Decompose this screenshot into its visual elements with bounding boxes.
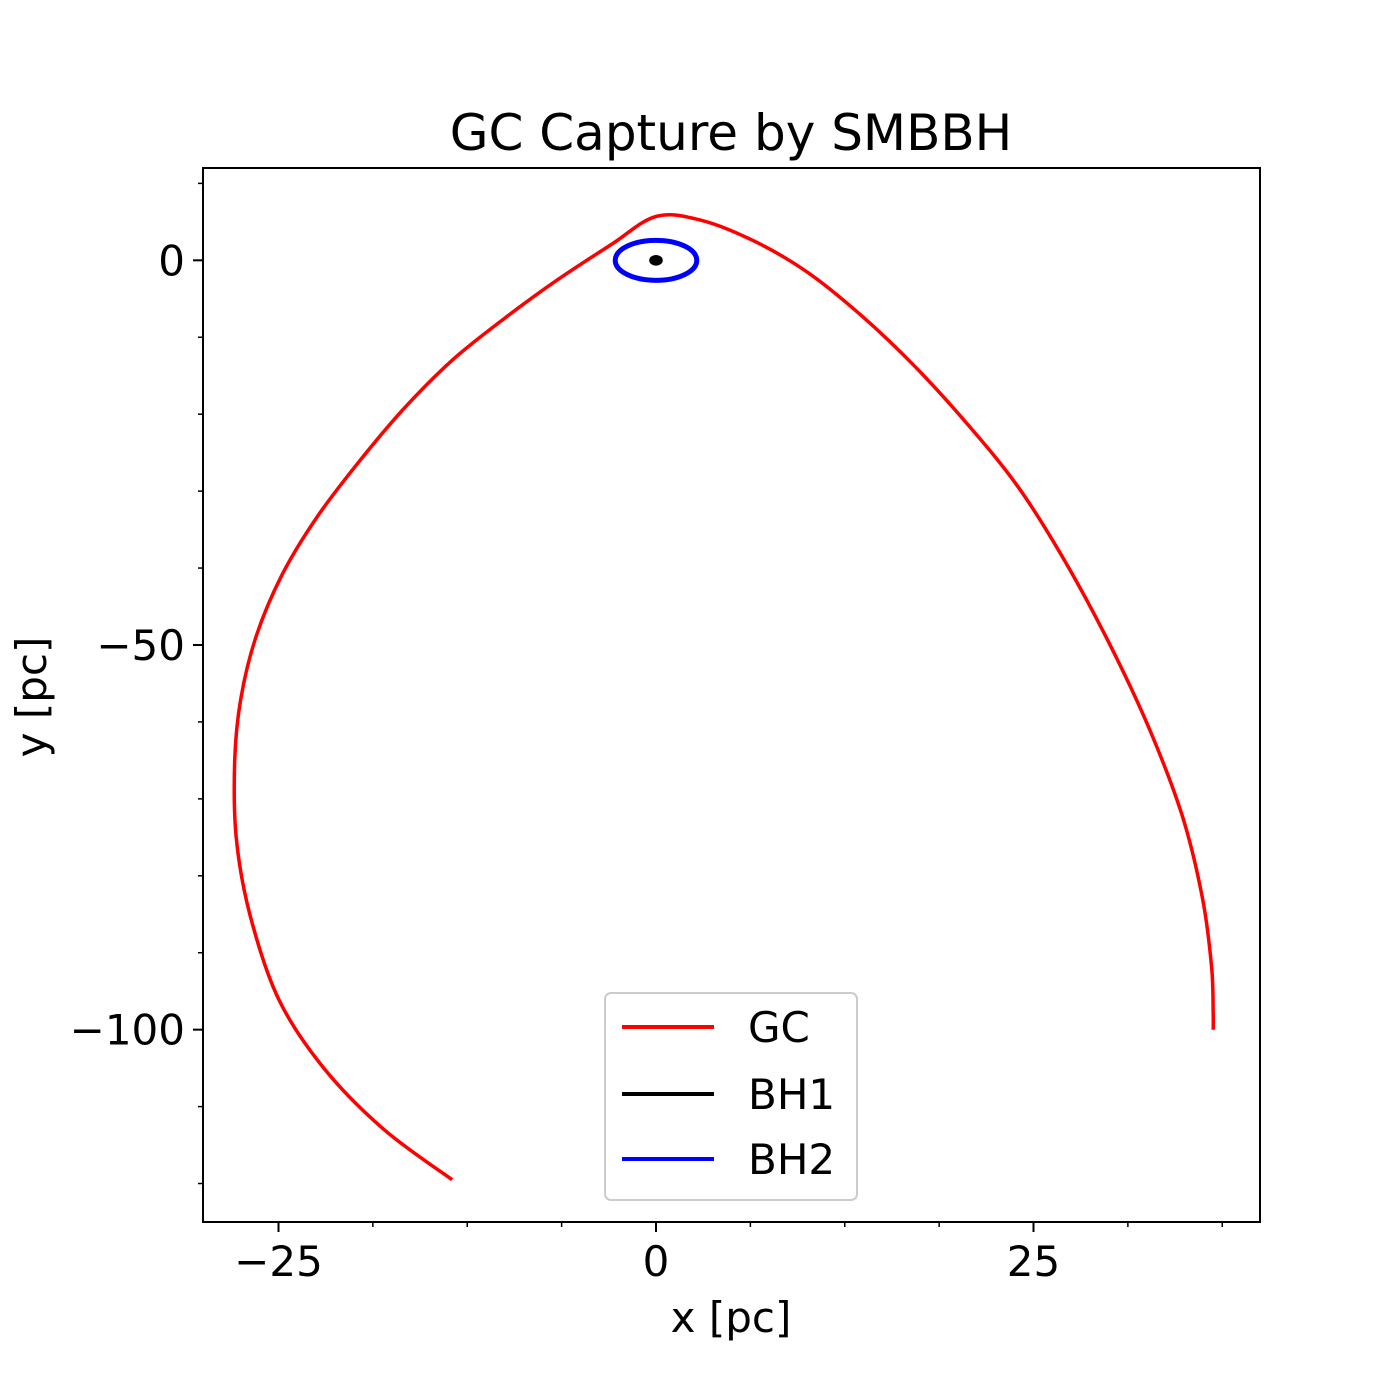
series-gc-line [232, 213, 1216, 1182]
y-axis-label: y [pc] [7, 637, 56, 758]
axes-frame [202, 167, 1261, 1223]
x-tick-label: −25 [234, 1237, 323, 1286]
legend-frame [604, 992, 858, 1201]
series-bh1-orbit [649, 254, 663, 266]
y-tick-label: −50 [96, 621, 185, 670]
y-axis: 0 −50 −100 [70, 182, 203, 1185]
plot-area [232, 213, 1216, 1182]
chart-title: GC Capture by SMBBH [450, 104, 1013, 162]
legend-label-gc: GC [748, 1003, 810, 1052]
series-bh2-orbit [612, 237, 700, 283]
y-tick-label: −100 [70, 1006, 185, 1055]
x-axis: −25 0 25 [234, 1222, 1223, 1286]
x-tick-label: 25 [1007, 1237, 1060, 1286]
legend: GC BH1 BH2 [604, 992, 858, 1201]
x-axis-label: x [pc] [671, 1293, 792, 1342]
legend-label-bh2: BH2 [748, 1135, 835, 1184]
x-tick-label: 0 [643, 1237, 670, 1286]
legend-label-bh1: BH1 [748, 1070, 835, 1119]
y-tick-label: 0 [158, 236, 185, 285]
